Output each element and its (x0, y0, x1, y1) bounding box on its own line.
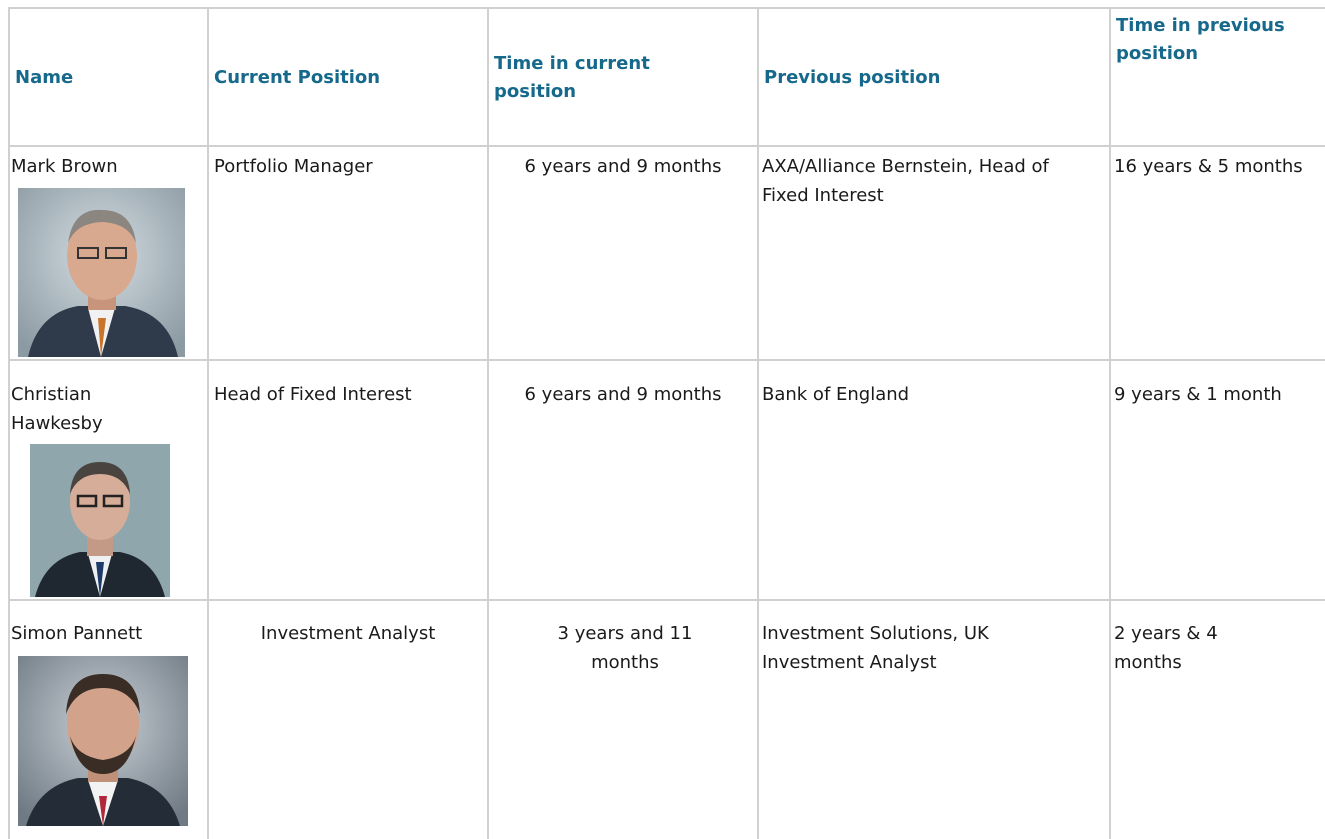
portrait (18, 188, 185, 357)
cell: 6 years and 9 months (524, 384, 722, 405)
cell: Christian Hawkesby (11, 384, 103, 434)
header-cell: Name (15, 66, 74, 88)
header-cell: Previous position (764, 66, 941, 88)
grid-line (1109, 8, 1111, 839)
grid-line (8, 359, 1325, 361)
cell: 9 years & 1 month (1114, 384, 1282, 405)
cell: Investment Analyst (260, 623, 436, 644)
cell: AXA/Alliance Bernstein, Head of Fixed In… (762, 156, 1049, 206)
portrait (18, 656, 188, 826)
cell: Head of Fixed Interest (214, 384, 412, 405)
portrait (30, 444, 170, 597)
cell: Investment Solutions, UK Investment Anal… (762, 623, 989, 673)
cell: 16 years & 5 months (1114, 156, 1303, 177)
header-cell: Current Position (214, 66, 381, 88)
cell: Portfolio Manager (214, 156, 373, 177)
cell: 3 years and 11 months (557, 623, 693, 673)
grid-line (8, 145, 1325, 147)
grid-line (8, 7, 1325, 9)
grid-line (207, 8, 209, 839)
cell: 2 years & 4 months (1114, 623, 1218, 673)
cell: Simon Pannett (11, 623, 143, 644)
header-cell: Time in previous position (1116, 15, 1285, 64)
cell: Mark Brown (11, 156, 118, 177)
cell: Bank of England (762, 384, 910, 405)
header-cell: Time in current position (494, 52, 650, 102)
grid-line (757, 8, 759, 839)
grid-line (8, 599, 1325, 601)
grid-line (8, 8, 10, 839)
grid-line (487, 8, 489, 839)
cell: 6 years and 9 months (524, 156, 722, 177)
